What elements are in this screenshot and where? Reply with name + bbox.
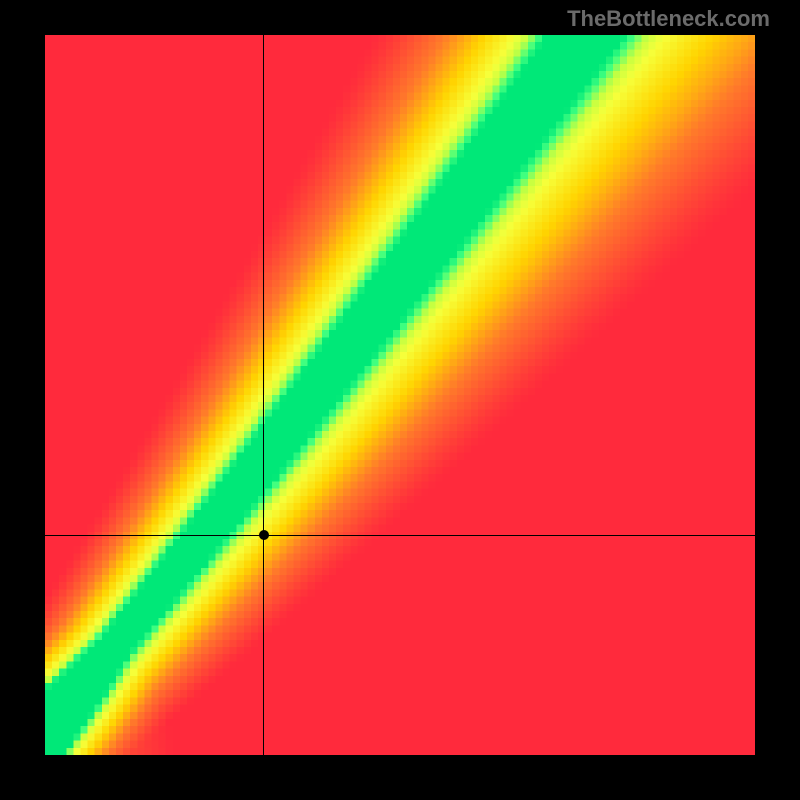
crosshair-horizontal — [45, 535, 755, 536]
watermark-text: TheBottleneck.com — [567, 6, 770, 32]
crosshair-vertical — [263, 35, 264, 755]
chart-container: TheBottleneck.com — [0, 0, 800, 800]
bottleneck-heatmap — [45, 35, 755, 755]
